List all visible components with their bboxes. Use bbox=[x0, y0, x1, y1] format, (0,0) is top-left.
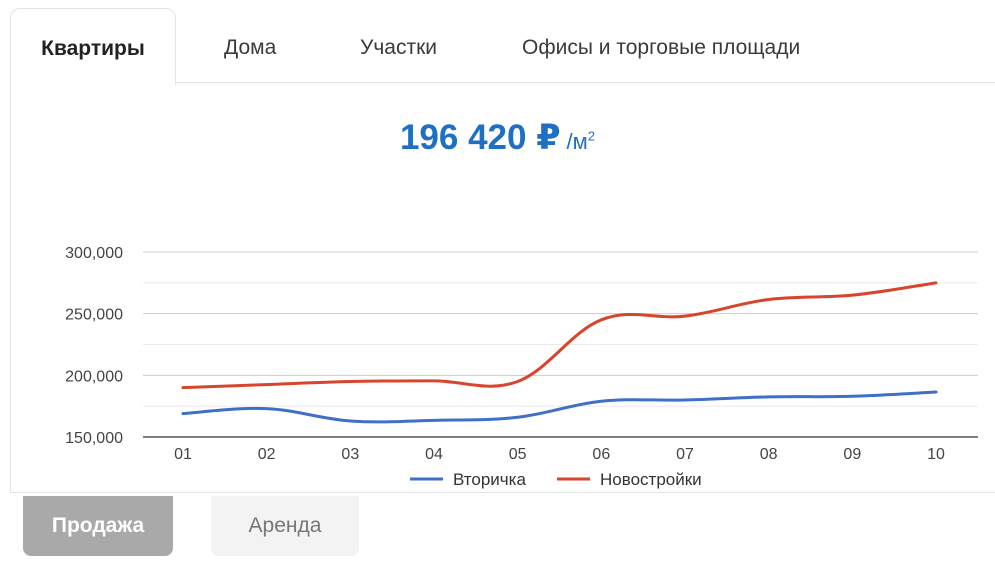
x-axis-ticks: 01 02 03 04 05 06 07 08 09 10 bbox=[174, 446, 945, 463]
legend-label: Новостройки bbox=[600, 470, 702, 489]
chart-series bbox=[181, 281, 938, 424]
y-tick-label: 200,000 bbox=[65, 368, 123, 385]
tab-plots[interactable]: Участки bbox=[360, 36, 437, 59]
x-tick-label: 02 bbox=[258, 446, 276, 463]
x-tick-label: 05 bbox=[509, 446, 527, 463]
rent-button[interactable]: Аренда bbox=[211, 496, 359, 556]
legend-label: Вторичка bbox=[453, 470, 526, 489]
price-unit-sup: 2 bbox=[587, 128, 596, 144]
x-tick-label: 07 bbox=[676, 446, 694, 463]
tab-divider bbox=[175, 82, 995, 83]
y-tick-label: 300,000 bbox=[65, 245, 123, 262]
chart-grid bbox=[143, 251, 978, 438]
chart-legend: Вторичка Новостройки bbox=[410, 470, 702, 489]
average-price: 196 420 ₽/м2 bbox=[0, 118, 995, 158]
tab-offices[interactable]: Офисы и торговые площади bbox=[522, 36, 801, 59]
x-tick-label: 01 bbox=[174, 446, 192, 463]
x-tick-label: 08 bbox=[760, 446, 778, 463]
series-line-new bbox=[181, 281, 938, 390]
y-axis-ticks: 150,000 200,000 250,000 300,000 bbox=[65, 245, 123, 447]
y-tick-label: 250,000 bbox=[65, 307, 123, 324]
x-tick-label: 06 bbox=[592, 446, 610, 463]
sale-button[interactable]: Продажа bbox=[23, 496, 173, 556]
series-line-secondary bbox=[181, 390, 938, 424]
y-tick-label: 150,000 bbox=[65, 430, 123, 447]
price-unit-text: /м bbox=[566, 129, 588, 154]
chart-panel bbox=[10, 83, 995, 493]
x-tick-label: 03 bbox=[341, 446, 359, 463]
tab-houses[interactable]: Дома bbox=[224, 36, 277, 59]
tab-apartments[interactable]: Квартиры bbox=[10, 8, 176, 85]
x-tick-label: 04 bbox=[425, 446, 443, 463]
category-tabs: Квартиры Дома Участки Офисы и торговые п… bbox=[0, 0, 995, 85]
x-tick-label: 09 bbox=[843, 446, 861, 463]
x-tick-label: 10 bbox=[927, 446, 945, 463]
price-unit: /м2 bbox=[567, 129, 595, 154]
price-value: 196 420 ₽ bbox=[399, 118, 561, 157]
